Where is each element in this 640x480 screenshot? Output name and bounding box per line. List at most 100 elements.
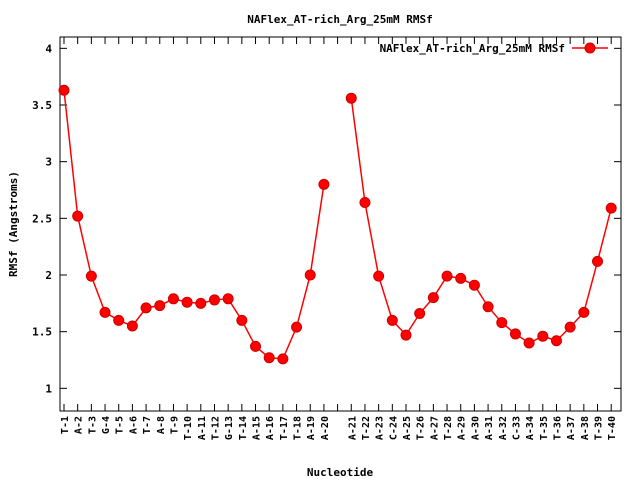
- series-layer: [58, 84, 617, 365]
- x-tick-label: T-7: [142, 416, 153, 434]
- x-tick-label: T-18: [293, 416, 304, 440]
- y-axis-label: RMSf (Angstroms): [7, 171, 20, 277]
- y-tick-label: 3: [45, 156, 52, 169]
- x-tick-label: T-5: [115, 416, 126, 434]
- data-point: [113, 314, 125, 326]
- x-tick-label: T-36: [552, 416, 563, 440]
- data-point: [373, 270, 385, 282]
- y-tick-label: 2: [45, 269, 52, 282]
- x-tick-label: T-12: [210, 416, 221, 440]
- data-point: [195, 297, 207, 309]
- legend: NAFlex_AT-rich_Arg_25mM RMSf: [380, 42, 608, 55]
- data-point: [318, 178, 330, 190]
- data-point: [345, 92, 357, 104]
- data-point: [263, 352, 275, 364]
- data-point: [592, 255, 604, 267]
- x-tick-label: A-32: [498, 416, 509, 440]
- x-tick-label: T-1: [60, 416, 71, 434]
- x-tick-label: A-15: [252, 416, 263, 440]
- x-tick-label: A-23: [375, 416, 386, 440]
- x-tick-label: A-16: [265, 416, 276, 440]
- data-point: [140, 302, 152, 314]
- data-point: [167, 293, 179, 305]
- series-line: [63, 90, 325, 360]
- data-point: [564, 321, 576, 333]
- y-tick-label: 4: [45, 42, 52, 55]
- data-point: [455, 272, 467, 284]
- x-tick-label: G-13: [224, 416, 235, 440]
- data-point: [550, 335, 562, 347]
- x-tick-label: A-6: [128, 416, 139, 434]
- x-tick-label: T-10: [183, 416, 194, 440]
- x-tick-label: A-8: [156, 416, 167, 434]
- x-tick-label: A-20: [320, 416, 331, 440]
- data-point: [72, 210, 84, 222]
- x-tick-label: A-38: [580, 416, 591, 440]
- x-tick-label: T-3: [87, 416, 98, 434]
- data-point: [208, 294, 220, 306]
- data-point: [386, 314, 398, 326]
- data-point: [154, 300, 166, 312]
- data-point: [605, 202, 617, 214]
- data-point: [482, 301, 494, 313]
- data-point: [509, 328, 521, 340]
- data-point: [222, 293, 234, 305]
- data-point: [427, 292, 439, 304]
- y-tick-label: 2.5: [32, 212, 52, 225]
- data-point: [236, 314, 248, 326]
- x-axis-label: Nucleotide: [307, 466, 374, 479]
- y-axis: 1 1.5 2 2.5 3 3.5 4: [32, 42, 621, 395]
- data-point: [496, 317, 508, 329]
- x-tick-label: C-33: [511, 416, 522, 440]
- data-point: [523, 337, 535, 349]
- x-tick-label: A-34: [525, 416, 536, 440]
- data-point: [468, 279, 480, 291]
- y-tick-label: 1.5: [32, 326, 52, 339]
- data-point: [304, 269, 316, 281]
- series-line: [350, 98, 612, 344]
- legend-marker: [584, 42, 596, 54]
- y-tick-label: 3.5: [32, 99, 52, 112]
- data-point: [359, 196, 371, 208]
- x-tick-label: C-24: [388, 416, 399, 440]
- data-point: [58, 84, 70, 96]
- x-axis: T-1 A-2 T-3 G-4 T-5 A-6 T-7 A-8 T-9 T-10 A-11 T-12 G…: [60, 37, 618, 440]
- data-point: [441, 270, 453, 282]
- legend-label: NAFlex_AT-rich_Arg_25mM RMSf: [380, 42, 565, 55]
- x-tick-label: T-22: [361, 416, 372, 440]
- data-point: [400, 329, 412, 341]
- x-tick-label: T-40: [607, 416, 618, 440]
- x-tick-label: T-28: [443, 416, 454, 440]
- x-tick-label: T-14: [238, 416, 249, 440]
- x-tick-label: A-31: [484, 416, 495, 440]
- data-point: [277, 353, 289, 365]
- y-tick-label: 1: [45, 382, 52, 395]
- x-tick-label: G-4: [101, 416, 112, 434]
- x-tick-label: T-17: [279, 416, 290, 440]
- x-tick-label: A-2: [74, 416, 85, 434]
- plot-border: [59, 36, 622, 412]
- x-tick-label: A-37: [566, 416, 577, 440]
- x-tick-label: A-30: [470, 416, 481, 440]
- data-point: [578, 306, 590, 318]
- x-tick-label: T-9: [169, 416, 180, 434]
- x-tick-label: T-39: [594, 416, 605, 440]
- chart-title: NAFlex_AT-rich_Arg_25mM RMSf: [247, 13, 432, 26]
- data-point: [414, 308, 426, 320]
- x-tick-label: T-26: [416, 416, 427, 440]
- data-point: [126, 320, 138, 332]
- data-point: [291, 321, 303, 333]
- data-point: [181, 296, 193, 308]
- x-tick-label: T-35: [539, 416, 550, 440]
- x-tick-label: A-11: [197, 416, 208, 440]
- data-point: [250, 340, 262, 352]
- data-point: [85, 270, 97, 282]
- x-tick-label: A-27: [429, 416, 440, 440]
- x-tick-label: A-29: [457, 416, 468, 440]
- x-tick-label: A-21: [347, 416, 358, 440]
- data-point: [537, 330, 549, 342]
- x-tick-label: A-19: [306, 416, 317, 440]
- data-point: [99, 306, 111, 318]
- x-tick-label: A-25: [402, 416, 413, 440]
